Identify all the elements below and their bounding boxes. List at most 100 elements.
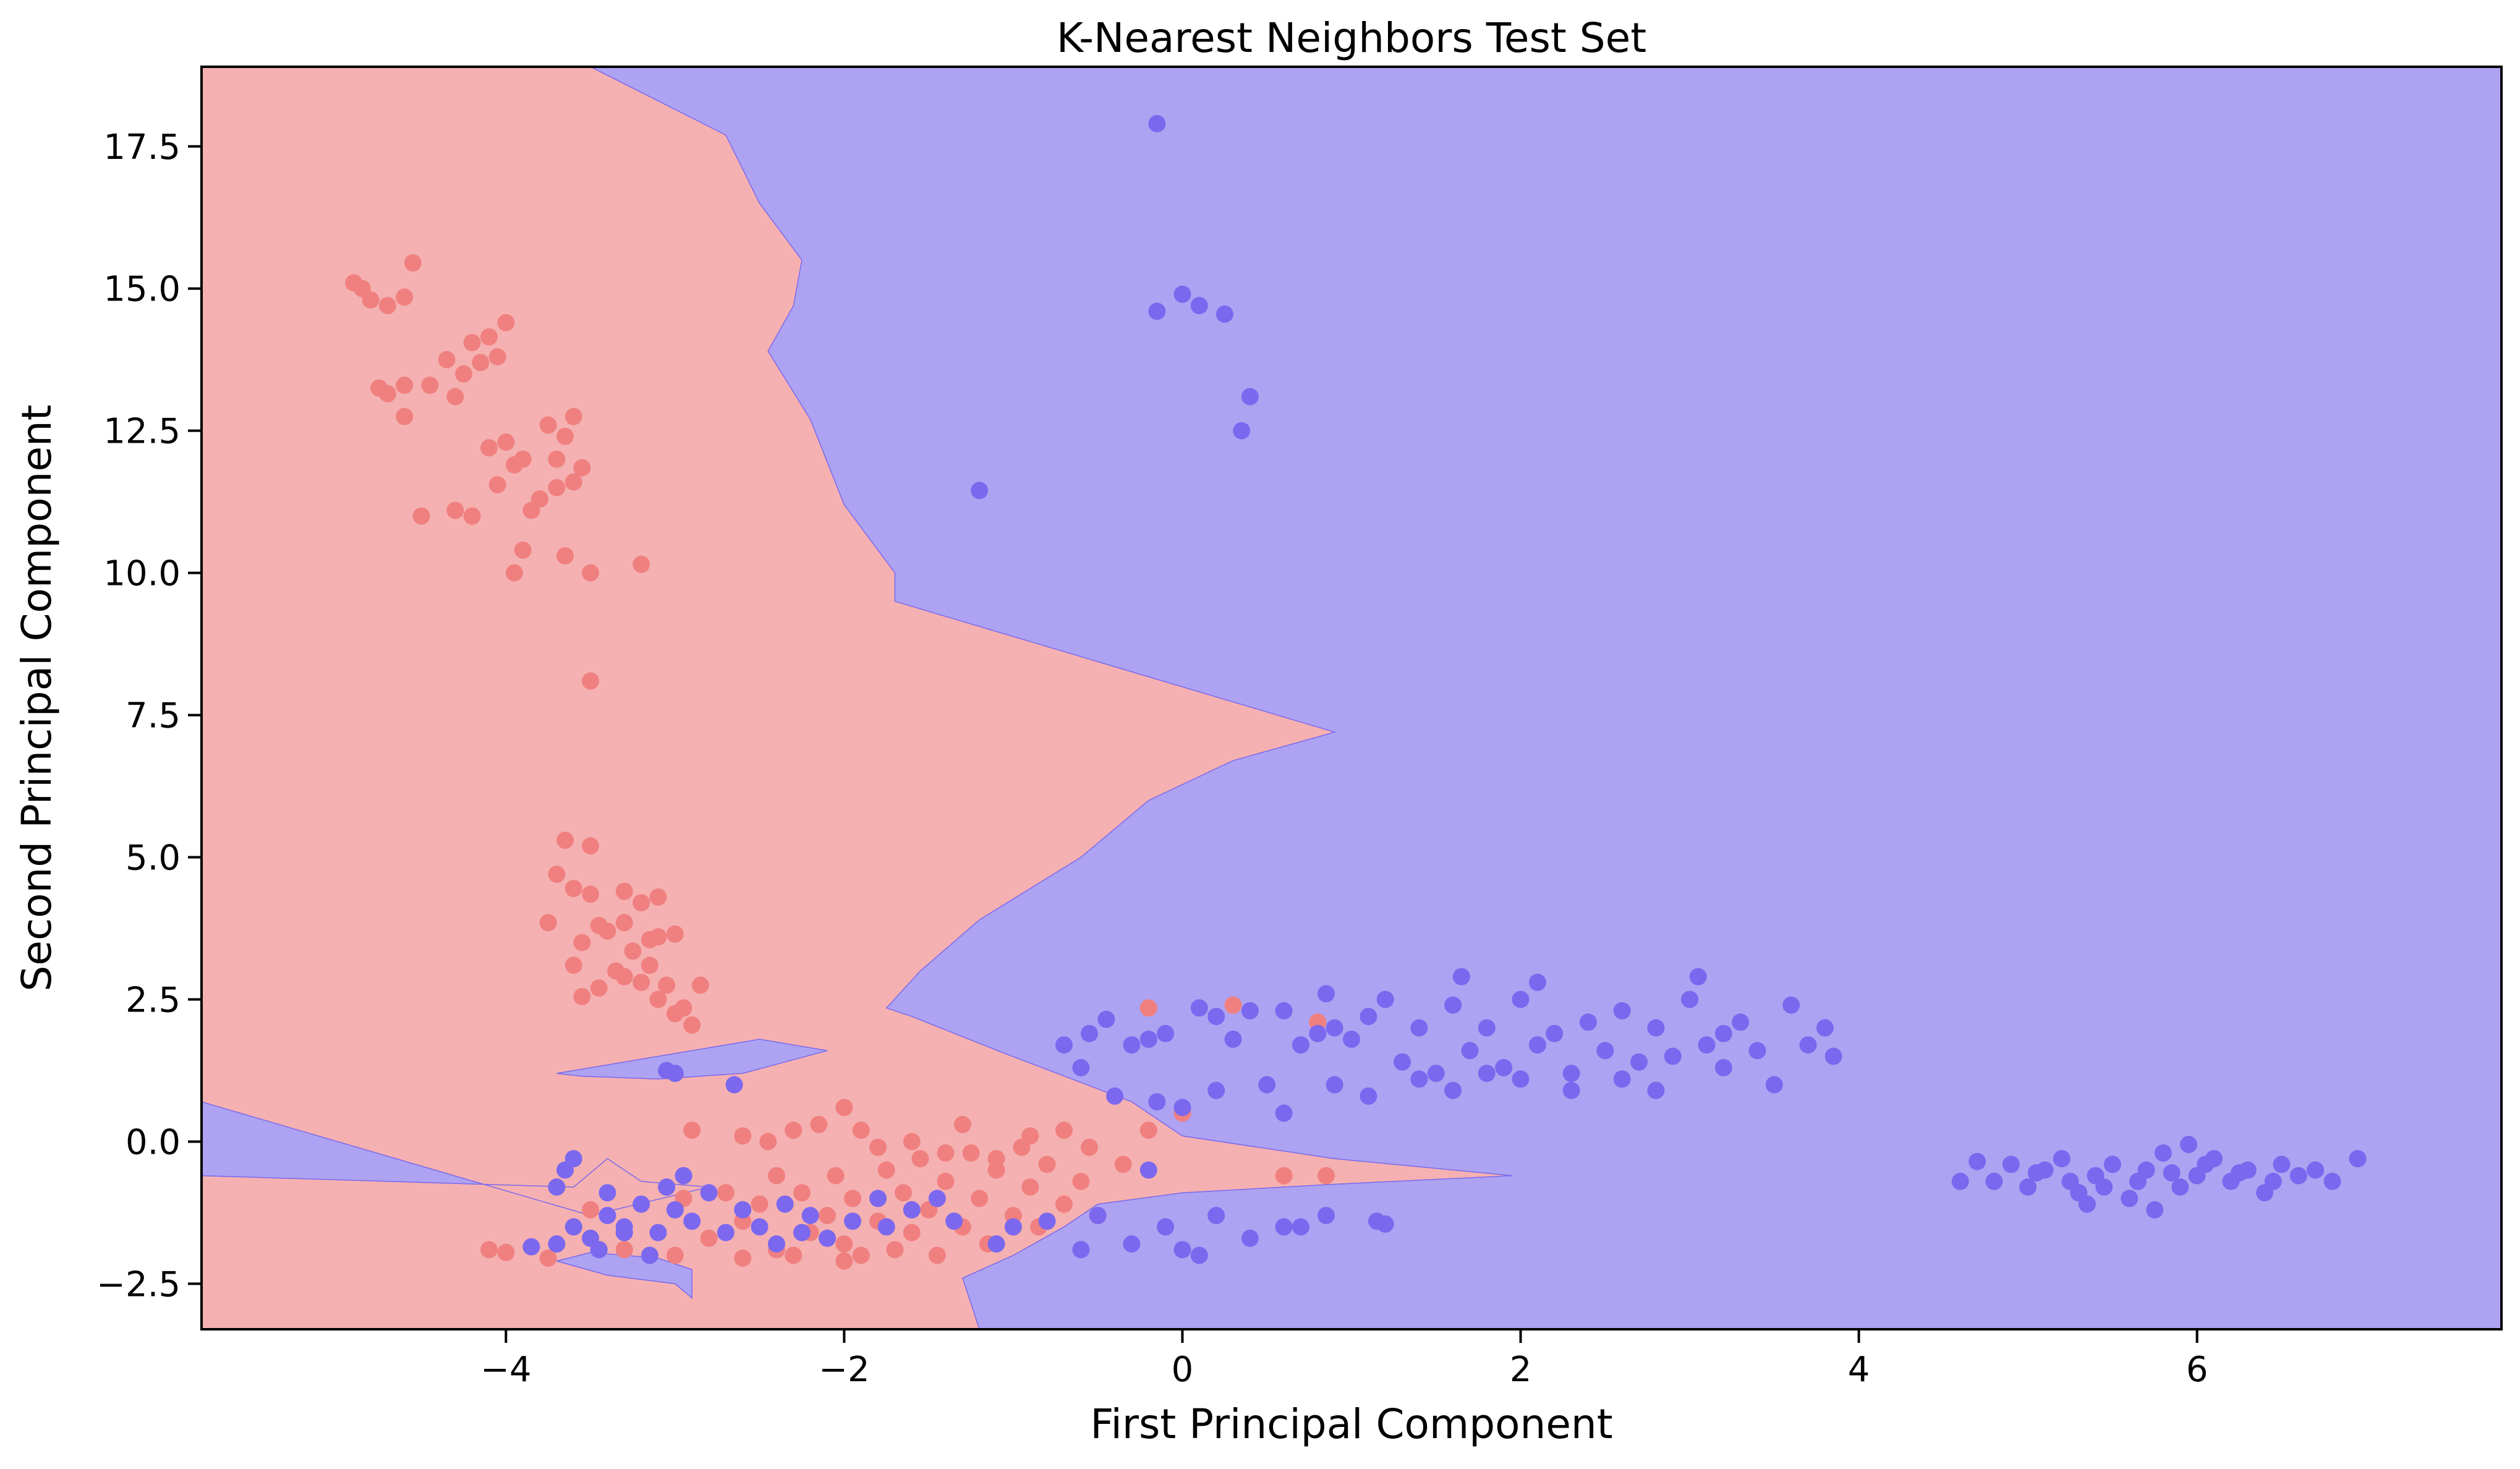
- point-class_b-160: [2078, 1195, 2096, 1213]
- point-class_b-159: [2146, 1201, 2164, 1219]
- point-class_a-7: [480, 328, 498, 346]
- point-class_b-74: [1106, 1087, 1124, 1105]
- point-class_b-20: [1241, 1002, 1259, 1020]
- point-class_a-95: [582, 1201, 600, 1219]
- point-class_a-131: [1013, 1138, 1031, 1156]
- point-class_a-91: [1317, 1167, 1335, 1185]
- point-class_a-111: [903, 1224, 921, 1241]
- point-class_a-9: [472, 354, 490, 372]
- point-class_a-106: [844, 1190, 862, 1207]
- point-class_b-4: [1215, 305, 1233, 323]
- point-class_b-145: [2273, 1156, 2291, 1173]
- point-class_a-92: [1139, 999, 1157, 1017]
- point-class_a-120: [1021, 1178, 1039, 1196]
- point-class_a-43: [582, 885, 600, 903]
- point-class_b-49: [1748, 1042, 1766, 1060]
- point-class_a-52: [666, 925, 684, 943]
- point-class_a-114: [937, 1172, 955, 1190]
- point-class_a-87: [1114, 1156, 1132, 1173]
- point-class_b-117: [641, 1246, 658, 1264]
- point-class_a-67: [539, 914, 557, 932]
- point-class_b-44: [1664, 1047, 1682, 1065]
- point-class_b-71: [1173, 1099, 1191, 1117]
- point-class_b-22: [1292, 1036, 1309, 1054]
- x-tick-label: 6: [2186, 1350, 2208, 1390]
- point-class_b-121: [768, 1235, 785, 1253]
- point-class_a-129: [911, 1150, 929, 1168]
- point-class_b-12: [1081, 1024, 1098, 1042]
- point-class_a-3: [396, 288, 414, 306]
- point-class_a-71: [649, 888, 667, 906]
- point-class_b-50: [1782, 996, 1800, 1014]
- point-class_b-51: [1799, 1036, 1817, 1054]
- point-class_b-122: [793, 1224, 811, 1241]
- point-class_a-137: [539, 1250, 557, 1267]
- x-tick-label: −2: [819, 1350, 870, 1390]
- point-class_b-67: [1613, 1070, 1631, 1088]
- point-class_b-82: [1241, 1229, 1259, 1247]
- point-class_b-149: [2349, 1150, 2367, 1168]
- point-class_b-79: [1123, 1235, 1141, 1253]
- point-class_a-128: [877, 1161, 895, 1179]
- y-tick-label: 12.5: [103, 412, 181, 452]
- y-tick-label: 5.0: [126, 838, 181, 879]
- region-class_a-0-0: [202, 67, 1512, 1329]
- point-class_b-77: [1275, 1218, 1293, 1236]
- point-class_b-148: [2323, 1172, 2341, 1190]
- point-class_a-96: [615, 1241, 633, 1259]
- point-class_a-13: [438, 351, 456, 368]
- point-class_b-14: [1123, 1036, 1141, 1054]
- y-tick-label: 2.5: [126, 981, 181, 1021]
- point-class_b-125: [945, 1212, 963, 1230]
- point-class_a-78: [852, 1122, 870, 1139]
- point-class_a-24: [506, 456, 523, 474]
- point-class_b-76: [1139, 1161, 1157, 1179]
- point-class_a-86: [1081, 1138, 1098, 1156]
- point-class_a-73: [734, 1127, 752, 1145]
- point-class_b-127: [1969, 1152, 1986, 1170]
- point-class_a-27: [564, 407, 582, 425]
- point-class_a-70: [582, 837, 600, 855]
- point-class_b-93: [548, 1235, 566, 1253]
- point-class_b-154: [2129, 1172, 2147, 1190]
- point-class_b-138: [2154, 1144, 2172, 1162]
- point-class_a-132: [768, 1167, 785, 1185]
- point-class_a-58: [658, 976, 676, 994]
- point-class_b-6: [1233, 422, 1251, 440]
- point-class_b-31: [1444, 996, 1462, 1014]
- point-class_a-139: [835, 1252, 853, 1270]
- y-axis-ticks: −2.5 0.0 2.5 5.0 7.5 10.0 12.5 15.0 17.5: [96, 127, 202, 1305]
- point-class_a-59: [649, 990, 667, 1008]
- decision-regions: [202, 67, 1512, 1329]
- point-class_b-156: [2197, 1156, 2215, 1173]
- point-class_a-116: [971, 1190, 989, 1207]
- y-tick-label: 7.5: [126, 696, 181, 736]
- x-tick-label: 4: [1848, 1350, 1870, 1390]
- point-class_a-135: [497, 1243, 515, 1261]
- point-class_a-51: [649, 928, 667, 946]
- point-class_a-28: [548, 450, 566, 468]
- point-class_b-70: [1765, 1076, 1783, 1094]
- point-class_b-104: [734, 1201, 752, 1219]
- x-tick-label: 0: [1172, 1350, 1194, 1390]
- point-class_a-68: [548, 866, 566, 884]
- point-class_b-18: [1207, 1008, 1225, 1026]
- point-class_a-74: [759, 1133, 777, 1151]
- point-class_a-33: [522, 501, 540, 519]
- point-class_b-106: [776, 1195, 794, 1213]
- point-class_b-129: [2002, 1156, 2020, 1173]
- point-class_a-62: [683, 1016, 701, 1034]
- point-class_a-15: [396, 377, 414, 394]
- point-class_b-87: [1157, 1218, 1175, 1236]
- point-class_a-88: [1139, 1122, 1157, 1139]
- point-class_a-97: [666, 1246, 684, 1264]
- point-class_b-39: [1579, 1013, 1597, 1031]
- point-class_b-75: [1072, 1058, 1090, 1076]
- point-class_b-13: [1097, 1010, 1115, 1028]
- point-class_b-78: [1038, 1212, 1056, 1230]
- point-class_b-161: [2180, 1136, 2197, 1154]
- point-class_a-1: [362, 291, 380, 309]
- point-class_a-100: [751, 1195, 768, 1213]
- point-class_b-59: [1275, 1104, 1293, 1122]
- point-class_b-102: [700, 1184, 718, 1202]
